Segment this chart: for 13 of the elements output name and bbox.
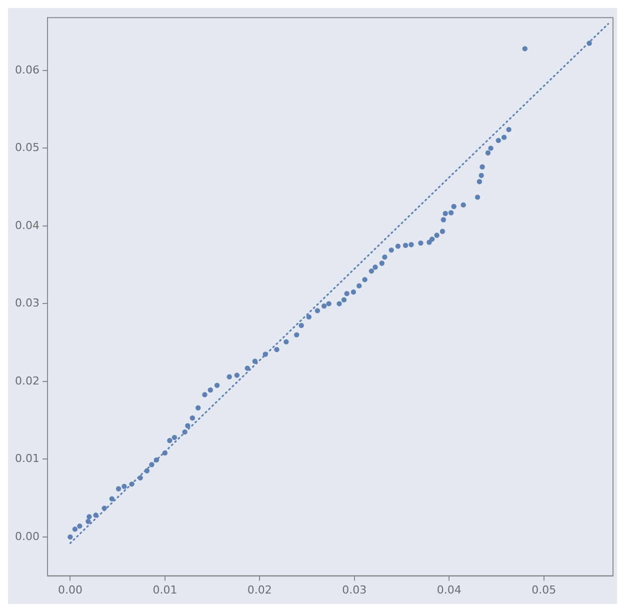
x-tick-label: 0.03 — [342, 583, 367, 596]
y-tick-label: 0.00 — [14, 530, 40, 543]
x-tick-label: 0.02 — [247, 583, 272, 596]
x-tick-label: 0.01 — [152, 583, 178, 596]
y-tick-label: 0.06 — [14, 63, 40, 76]
y-tick-label: 0.01 — [14, 452, 40, 466]
x-tick-label: 0.00 — [58, 583, 82, 596]
y-tick-label: 0.04 — [14, 218, 40, 232]
y-tick-label: 0.03 — [14, 296, 40, 310]
x-tick-label: 0.05 — [532, 583, 556, 596]
x-tick-label: 0.04 — [436, 583, 462, 596]
y-tick-label: 0.02 — [14, 374, 40, 388]
y-tick-label: 0.05 — [14, 141, 40, 154]
